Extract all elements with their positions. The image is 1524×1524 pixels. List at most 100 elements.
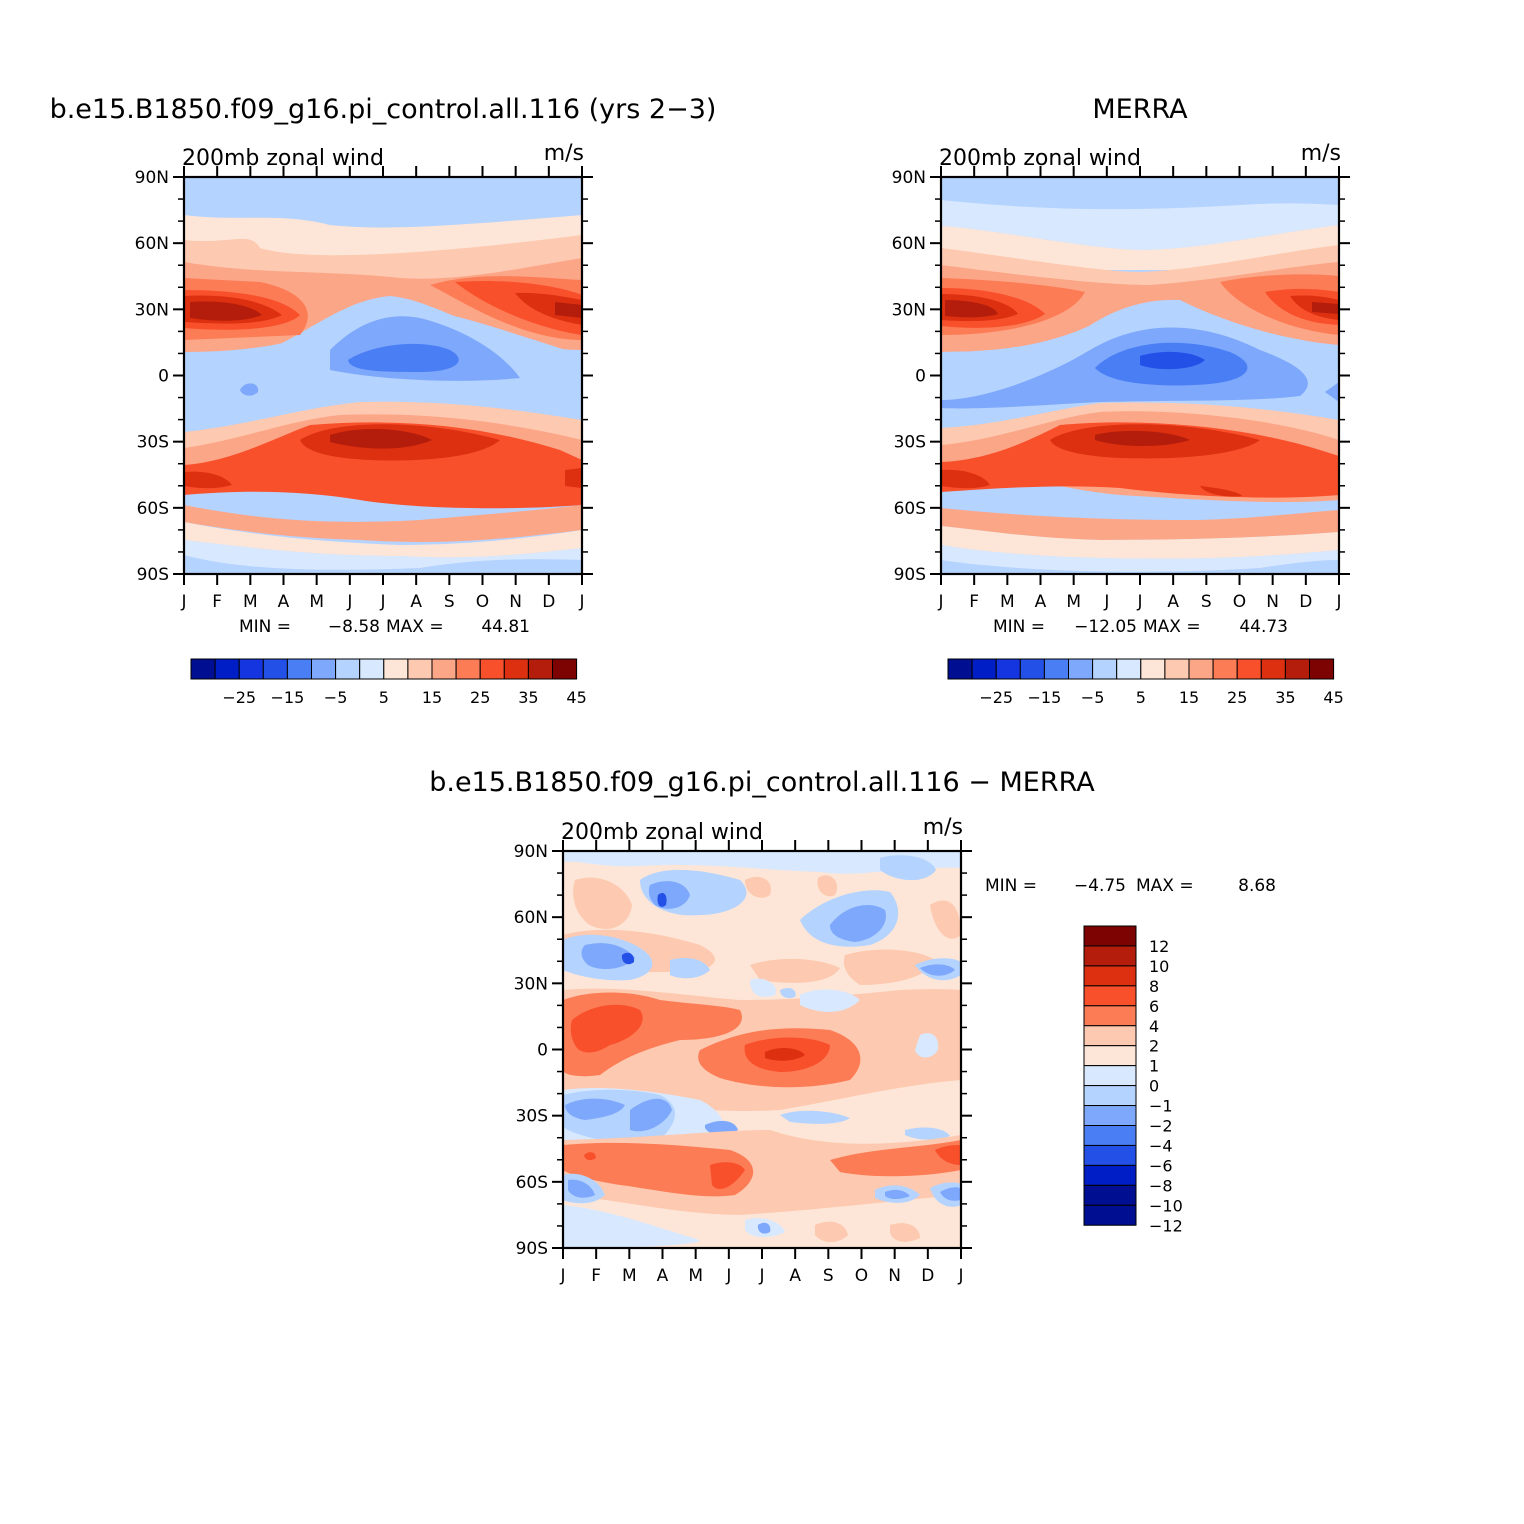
y-tick-label: 60S [894, 499, 926, 519]
colorbar-label: 12 [1149, 937, 1169, 956]
x-tick-label: J [1103, 592, 1109, 612]
panel-model: b.e15.B1850.f09_g16.pi_control.all.116 (… [50, 94, 717, 707]
x-tick-label: D [542, 592, 555, 612]
colorbar-box [1284, 658, 1311, 680]
stat-min: −12.05 [1074, 617, 1137, 637]
colorbar-box [1083, 1204, 1137, 1226]
stat-min-label: MIN = [985, 876, 1037, 896]
stat-min-label: MIN = [239, 617, 291, 637]
x-tick-label: D [921, 1266, 934, 1286]
colorbar-label: −15 [271, 688, 305, 707]
colorbar-box [1083, 1144, 1137, 1166]
x-tick-label: J [725, 1266, 731, 1286]
contour-field [184, 177, 582, 574]
x-tick-label: J [957, 1266, 963, 1286]
colorbar-label: 10 [1149, 957, 1169, 976]
x-tick-label: M [1000, 592, 1015, 612]
panel-merra: MERRA 200mb zonal wind m/s [892, 94, 1350, 707]
colorbar-box [1083, 1125, 1137, 1146]
colorbar-box [1083, 1025, 1137, 1047]
y-tick-label: 0 [158, 367, 169, 387]
colorbar: −25 −15 −5 5 15 25 35 45 [190, 658, 587, 707]
colorbar-label: −10 [1149, 1196, 1183, 1215]
colorbar-box [311, 658, 337, 680]
x-tick-label: J [1136, 592, 1142, 612]
colorbar-label: −25 [979, 688, 1013, 707]
colorbar-box [335, 658, 361, 680]
colorbar-box [262, 658, 288, 680]
colorbar-label: 5 [379, 688, 389, 707]
colorbar-box [1083, 985, 1137, 1007]
colorbar-label: 4 [1149, 1017, 1159, 1036]
y-tick-label: 30N [135, 300, 169, 320]
colorbar-box [1083, 1105, 1137, 1127]
x-tick-label: D [1299, 592, 1312, 612]
colorbar-box [1116, 658, 1142, 680]
x-tick-label: M [688, 1266, 703, 1286]
colorbar-box [1092, 658, 1118, 680]
colorbar-box [503, 658, 529, 680]
colorbar-box [1043, 658, 1070, 680]
colorbar-label: 25 [1227, 688, 1247, 707]
x-tick-label: J [346, 592, 352, 612]
y-tick-label: 0 [537, 1041, 548, 1061]
panel-title: b.e15.B1850.f09_g16.pi_control.all.116 −… [429, 767, 1095, 798]
colorbar-box [1019, 658, 1045, 680]
y-tick-label: 90S [516, 1239, 548, 1259]
x-tick-label: J [180, 592, 186, 612]
stat-min-label: MIN = [993, 617, 1045, 637]
x-tick-label: A [1035, 592, 1047, 612]
colorbar-label: 1 [1149, 1057, 1159, 1076]
colorbar-label: 35 [518, 688, 538, 707]
colorbar-box [479, 658, 505, 680]
colorbar-label: −15 [1028, 688, 1062, 707]
y-tick-label: 60N [514, 908, 548, 928]
colorbar-label: 25 [470, 688, 490, 707]
y-tick-label: 60S [516, 1173, 548, 1193]
y-tick-label: 90N [514, 842, 548, 862]
x-tick-label: J [937, 592, 943, 612]
colorbar-box [1164, 658, 1190, 680]
units-string: m/s [544, 141, 584, 166]
units-string: m/s [923, 815, 963, 840]
y-tick-label: 90S [137, 565, 169, 585]
colorbar-box [947, 658, 973, 680]
stat-max: 44.81 [481, 617, 530, 637]
x-tick-label: O [855, 1266, 868, 1286]
x-tick-label: N [888, 1266, 901, 1286]
x-tick-label: J [578, 592, 584, 612]
stat-max: 8.68 [1238, 876, 1276, 896]
colorbar-label: −2 [1149, 1117, 1173, 1136]
x-tick-label: J [559, 1266, 565, 1286]
colorbar-box [552, 658, 578, 680]
colorbar-box [1140, 658, 1166, 680]
x-tick-label: J [758, 1266, 764, 1286]
colorbar-label: −5 [1081, 688, 1105, 707]
colorbar-box [1083, 1005, 1137, 1027]
colorbar-label: −12 [1149, 1216, 1183, 1235]
contour-field [941, 177, 1339, 574]
stat-max: 44.73 [1239, 617, 1288, 637]
colorbar-box [1212, 658, 1238, 680]
colorbar-label: 2 [1149, 1037, 1159, 1056]
panel-title: b.e15.B1850.f09_g16.pi_control.all.116 (… [50, 94, 717, 125]
stat-min: −4.75 [1074, 876, 1126, 896]
colorbar-label: 8 [1149, 977, 1159, 996]
y-tick-label: 0 [915, 367, 926, 387]
colorbar-label: 35 [1275, 688, 1295, 707]
colorbar-box [1068, 658, 1094, 680]
colorbar-label: 15 [422, 688, 442, 707]
colorbar-box [238, 658, 264, 680]
colorbar-box [383, 658, 409, 680]
x-tick-label: J [379, 592, 385, 612]
y-tick-label: 30S [137, 433, 169, 453]
x-tick-label: A [410, 592, 422, 612]
colorbar-label: −25 [222, 688, 256, 707]
colorbar-label: −1 [1149, 1097, 1173, 1116]
colorbar-box [1083, 1164, 1137, 1186]
x-tick-label: M [243, 592, 258, 612]
colorbar-box [1083, 945, 1137, 967]
x-tick-label: A [1167, 592, 1179, 612]
